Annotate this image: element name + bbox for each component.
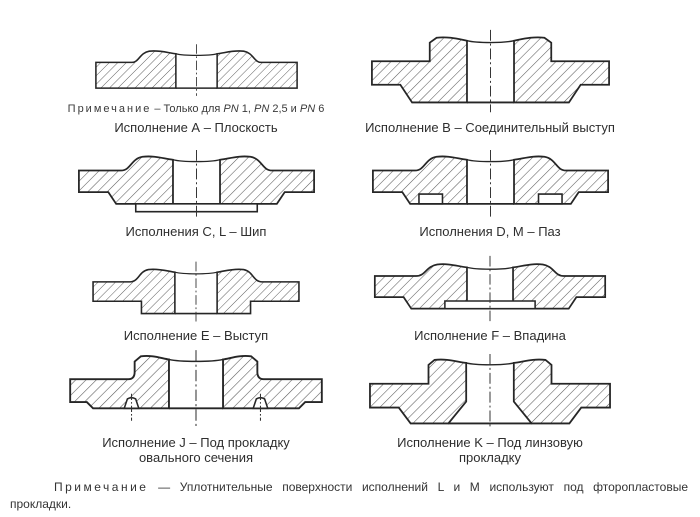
figure-e: Исполнение E – Выступ	[0, 239, 392, 343]
figure-a: Примечание – Только для PN 1, PN 2,5 и P…	[0, 2, 392, 135]
figure-f-caption: Исполнение F – Впадина	[414, 328, 566, 343]
figure-j: Исполнение J – Под прокладку овального се…	[0, 343, 392, 465]
flange-f-cross-section-drawing	[373, 255, 607, 323]
figure-dm: Исполнения D, M – Паз	[371, 135, 700, 239]
figure-k-caption: Исполнение K – Под линзовую прокладку	[397, 435, 583, 465]
figure-e-caption: Исполнение E – Выступ	[123, 328, 269, 343]
figure-cl-caption: Исполнения C, L – Шип	[125, 224, 267, 239]
flange-j-cross-section-drawing	[69, 349, 323, 427]
figure-f: Исполнение F – Впадина	[373, 239, 700, 343]
flange-k-cross-section-drawing	[369, 353, 611, 430]
figure-j-caption: Исполнение J – Под прокладку овального се…	[102, 435, 290, 465]
flange-dm-cross-section-drawing	[371, 150, 609, 219]
figure-k: Исполнение K – Под линзовую прокладку	[369, 343, 700, 465]
flange-e-cross-section-drawing	[92, 261, 300, 322]
groove-left	[417, 193, 443, 206]
figure-dm-caption: Исполнения D, M – Паз	[419, 224, 561, 239]
figure-b-caption: Исполнение В – Соединительный выступ	[365, 120, 615, 135]
figures-grid: Примечание – Только для PN 1, PN 2,5 и P…	[0, 2, 700, 465]
figure-b: Исполнение В – Соединительный выступ	[365, 2, 700, 135]
groove-right	[537, 193, 563, 206]
footnote: Примечание — Уплотнительные поверхности …	[10, 480, 688, 511]
flange-b-cross-section-drawing	[370, 29, 610, 113]
flange-cl-cross-section-drawing	[77, 150, 315, 219]
figure-cl: Исполнения C, L – Шип	[0, 135, 392, 239]
recess	[444, 300, 536, 310]
flange-a-cross-section-drawing	[94, 44, 298, 96]
figure-a-note: Примечание – Только для PN 1, PN 2,5 и P…	[67, 103, 325, 115]
figure-a-caption: Исполнение А – Плоскость	[114, 120, 278, 135]
